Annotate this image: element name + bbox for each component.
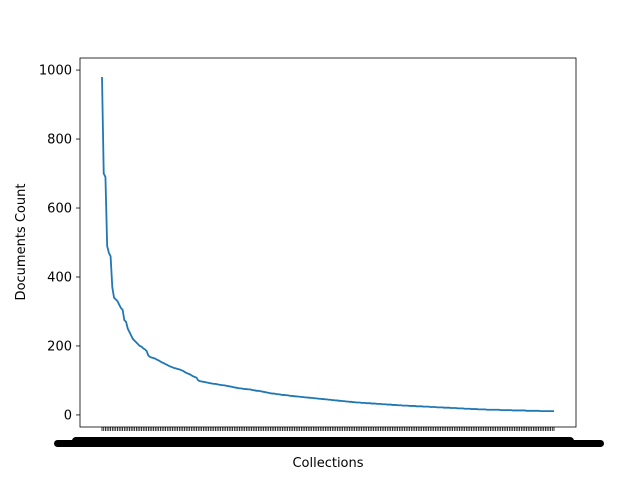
x-tick-labels-overlap-lower: [54, 440, 604, 447]
x-axis-label: Collections: [292, 456, 363, 471]
y-axis-label: Documents Count: [14, 184, 29, 301]
plot-area: [79, 57, 577, 428]
y-tick-label: 600: [47, 202, 72, 217]
series-line: [101, 76, 554, 413]
x-axis-ticks: [54, 427, 604, 447]
y-tick-label: 800: [47, 133, 72, 148]
y-tick-label: 200: [47, 339, 72, 354]
y-axis-ticks: 0 200 400 600 800 1000: [39, 64, 80, 423]
axes-frame: [79, 57, 577, 428]
y-tick-label: 1000: [39, 64, 72, 79]
y-tick-label: 400: [47, 270, 72, 285]
y-tick-label: 0: [64, 408, 72, 423]
